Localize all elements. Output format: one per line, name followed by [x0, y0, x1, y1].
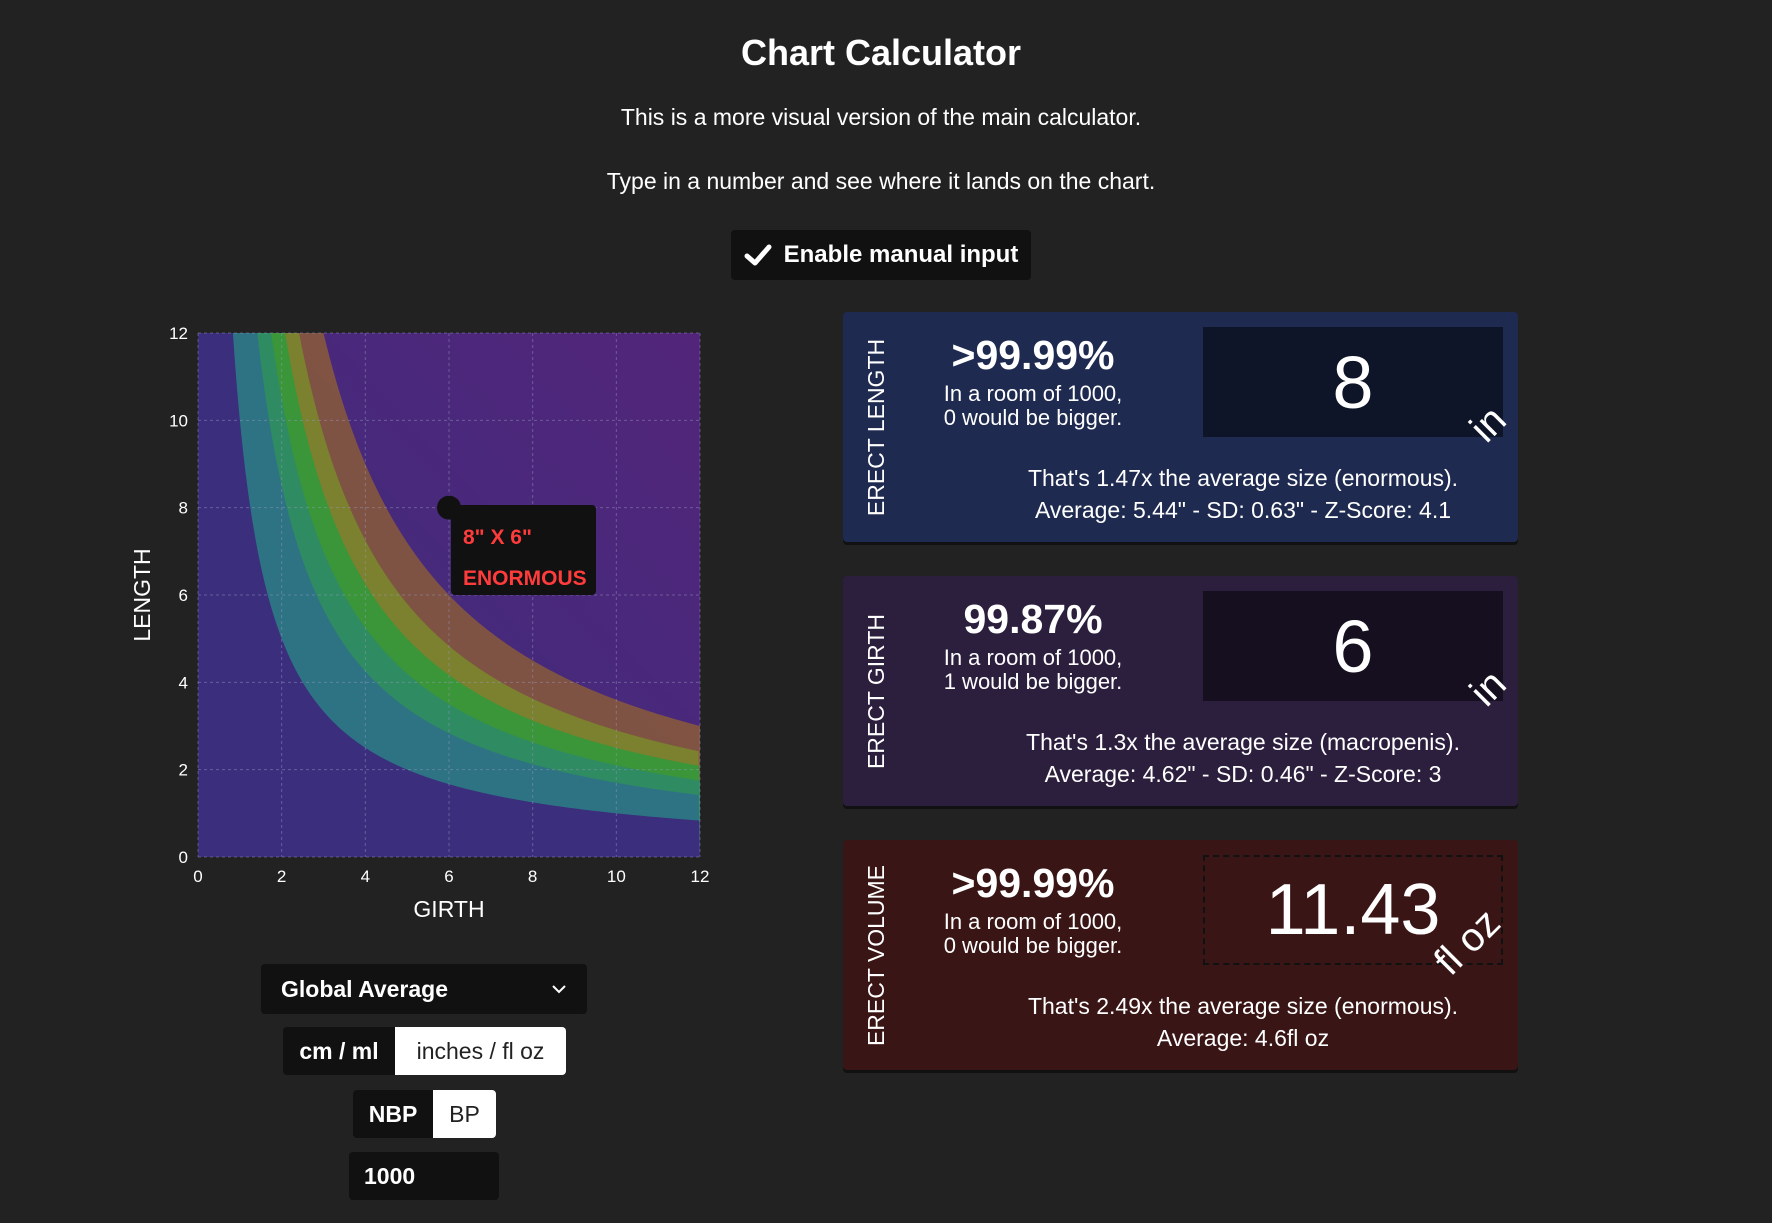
- y-tick-label: 8: [179, 499, 188, 518]
- chevron-down-icon: [552, 985, 566, 994]
- page-title: Chart Calculator: [740, 32, 1022, 73]
- girth-value-input[interactable]: 6: [1203, 591, 1503, 701]
- card-label: ERECT LENGTH: [863, 338, 890, 516]
- x-tick-label: 2: [277, 867, 286, 886]
- unit-option-inches-fl-oz[interactable]: inches / fl oz: [395, 1027, 566, 1075]
- y-axis-label: LENGTH: [129, 548, 155, 641]
- enable-manual-input-button[interactable]: Enable manual input: [731, 230, 1031, 280]
- option-bp[interactable]: BP: [433, 1090, 496, 1138]
- length-value-input[interactable]: 8: [1203, 327, 1503, 437]
- unit-toggle[interactable]: cm / ml inches / fl oz: [283, 1027, 566, 1075]
- y-tick-label: 0: [179, 848, 188, 867]
- unit-option-cm-ml[interactable]: cm / ml: [283, 1027, 395, 1075]
- room-comparison: In a room of 1000, 1 would be bigger.: [943, 645, 1123, 694]
- tooltip-category-label: ENORMOUS: [463, 567, 587, 590]
- erect-volume-card: ERECT VOLUME >99.99% In a room of 1000, …: [843, 840, 1518, 1070]
- x-tick-label: 10: [607, 867, 626, 886]
- y-tick-label: 4: [179, 673, 188, 692]
- chart-canvas[interactable]: 0 2 4 6 8 10 12 0 2 4 6 8 10 12 GIRTH LENGTH: [120, 318, 730, 928]
- checkmark-icon: [744, 244, 772, 266]
- enable-manual-input-label: Enable manual input: [783, 241, 1019, 268]
- room-size-input[interactable]: 1000: [349, 1152, 499, 1200]
- chart-tooltip: 8" X 6" ENORMOUS: [451, 505, 596, 595]
- volume-value-display: 11.43: [1203, 855, 1503, 965]
- x-tick-label: 8: [528, 867, 537, 886]
- percentile-value: >99.99%: [951, 860, 1115, 906]
- card-label: ERECT VOLUME: [863, 864, 890, 1046]
- chart-bands: [198, 333, 700, 857]
- x-tick-label: 12: [691, 867, 710, 886]
- comparison-text: That's 1.47x the average size (enormous)…: [1027, 465, 1459, 523]
- instructions-text: Type in a number and see where it lands …: [606, 168, 1156, 194]
- card-label: ERECT GIRTH: [863, 613, 890, 769]
- dataset-select-value: Global Average: [281, 975, 449, 1002]
- chart-band-inner: [198, 333, 700, 857]
- y-tick-label: 12: [169, 324, 188, 343]
- comparison-text: That's 2.49x the average size (enormous)…: [1027, 993, 1459, 1051]
- option-nbp[interactable]: NBP: [353, 1090, 433, 1138]
- bp-toggle[interactable]: NBP BP: [353, 1090, 496, 1138]
- room-comparison: In a room of 1000, 0 would be bigger.: [943, 381, 1123, 430]
- x-tick-label: 4: [361, 867, 370, 886]
- size-chart[interactable]: 0 2 4 6 8 10 12 0 2 4 6 8 10 12 GIRTH LENGTH 8" X 6" EN…: [120, 318, 730, 928]
- x-tick-label: 0: [193, 867, 202, 886]
- room-comparison: In a room of 1000, 0 would be bigger.: [943, 909, 1123, 958]
- y-tick-label: 2: [179, 761, 188, 780]
- y-tick-label: 10: [169, 411, 188, 430]
- x-axis-label: GIRTH: [413, 896, 484, 922]
- erect-girth-card: ERECT GIRTH 99.87% In a room of 1000, 1 …: [843, 576, 1518, 806]
- tooltip-size-label: 8" X 6": [463, 526, 532, 549]
- x-tick-label: 6: [444, 867, 453, 886]
- percentile-value: >99.99%: [951, 332, 1115, 378]
- intro-text: This is a more visual version of the mai…: [620, 104, 1142, 130]
- erect-length-card: ERECT LENGTH >99.99% In a room of 1000, …: [843, 312, 1518, 542]
- dataset-select[interactable]: Global Average: [261, 964, 587, 1014]
- y-tick-label: 6: [179, 586, 188, 605]
- percentile-value: 99.87%: [963, 596, 1103, 642]
- comparison-text: That's 1.3x the average size (macropenis…: [1026, 729, 1460, 787]
